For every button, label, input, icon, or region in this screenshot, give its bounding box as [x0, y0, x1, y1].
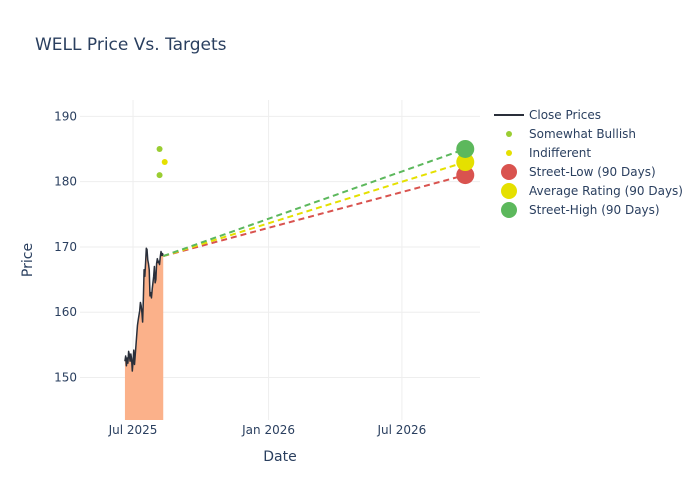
- markers-layer: [156, 139, 475, 185]
- x-tick-label: Jul 2026: [376, 423, 426, 437]
- x-tick-label: Jan 2026: [241, 423, 295, 437]
- x-tick-label: Jul 2025: [108, 423, 158, 437]
- legend-item: Indifferent: [506, 146, 591, 160]
- target-marker: [456, 166, 475, 185]
- legend-item: Close Prices: [494, 108, 601, 122]
- legend-item: Average Rating (90 Days): [501, 183, 683, 199]
- target-line: [162, 174, 466, 258]
- target-marker: [456, 139, 475, 158]
- x-axis-ticks: Jul 2025 Jan 2026 Jul 2026: [108, 423, 427, 437]
- legend-item: Street-High (90 Days): [501, 202, 660, 218]
- close-price-area-layer: [124, 248, 164, 420]
- legend-item: Street-Low (90 Days): [501, 164, 656, 180]
- y-axis-label: Price: [20, 243, 36, 277]
- y-tick-label: 190: [54, 109, 77, 123]
- target-line: [162, 148, 466, 258]
- legend-dot-swatch: [506, 131, 512, 137]
- y-tick-label: 180: [54, 175, 77, 189]
- x-axis-label: Date: [263, 449, 296, 465]
- close-price-area: [124, 248, 164, 420]
- legend: Close Prices Somewhat Bullish Indifferent S…: [494, 108, 683, 218]
- close-price-line-layer: [124, 247, 164, 372]
- legend-label: Close Prices: [529, 108, 601, 122]
- legend-label: Average Rating (90 Days): [529, 184, 683, 198]
- target-marker: [456, 153, 475, 172]
- legend-label: Indifferent: [529, 146, 591, 160]
- target-line: [162, 161, 466, 258]
- close-price-line: [124, 247, 164, 372]
- legend-dot-swatch: [501, 202, 517, 218]
- chart-title: WELL Price Vs. Targets: [35, 35, 227, 55]
- y-axis-ticks: 150 160 170 180 190: [54, 109, 77, 384]
- y-tick-label: 150: [54, 371, 77, 385]
- analyst-rating-dot: [156, 172, 163, 179]
- legend-dot-swatch: [501, 183, 517, 199]
- legend-label: Street-High (90 Days): [529, 203, 660, 217]
- analyst-rating-dot: [156, 145, 163, 152]
- legend-label: Somewhat Bullish: [529, 127, 636, 141]
- y-tick-label: 170: [54, 240, 77, 254]
- y-tick-label: 160: [54, 305, 77, 319]
- target-lines-layer: [162, 148, 466, 258]
- analyst-rating-dot: [161, 159, 168, 166]
- legend-label: Street-Low (90 Days): [529, 165, 656, 179]
- legend-dot-swatch: [506, 150, 512, 156]
- legend-dot-swatch: [501, 164, 517, 180]
- legend-item: Somewhat Bullish: [506, 127, 636, 141]
